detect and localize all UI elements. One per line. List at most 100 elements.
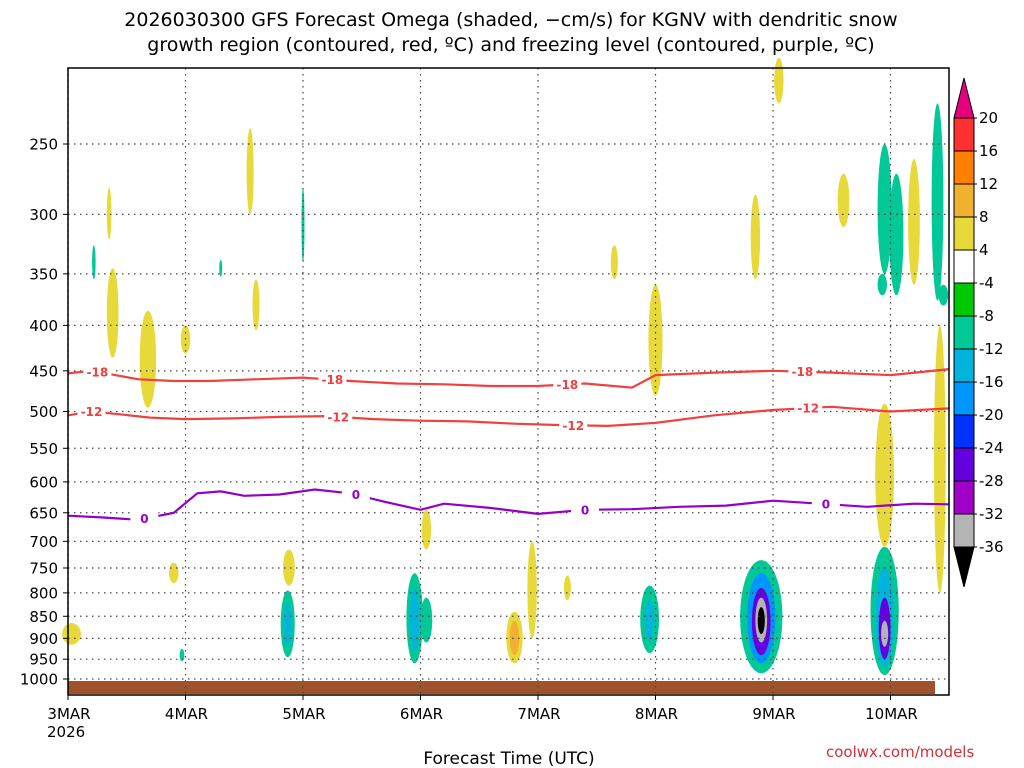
- colorbar-top-arrow: [953, 77, 975, 119]
- contour-label-1-3: -12: [797, 402, 819, 416]
- omega-patch-3: [106, 187, 112, 240]
- y-tick-450: 450: [29, 362, 58, 380]
- omega-patch-42: [908, 159, 920, 285]
- omega-patch-21: [527, 541, 537, 639]
- omega-patch-33: [757, 607, 765, 635]
- omega-patch-13: [284, 602, 292, 647]
- y-tick-950: 950: [29, 651, 58, 669]
- contour-label-0-3: -18: [792, 365, 814, 379]
- omega-patch-17: [420, 597, 433, 643]
- colorbar-label-10: -24: [979, 439, 1004, 457]
- omega-patch-4: [92, 245, 96, 280]
- omega-patch-24: [644, 600, 655, 641]
- contour-label-0-2: -18: [557, 378, 579, 392]
- title-line-2: growth region (contoured, red, ºC) and f…: [147, 34, 874, 56]
- contour-label-bg-1-3: [794, 401, 823, 416]
- contour-label-1-1: -12: [327, 410, 349, 424]
- colorbar-seg-13: [953, 513, 975, 548]
- omega-patch-6: [219, 259, 223, 277]
- y-axis: 250 300 350 400 450 500 550 600 650 700 750 800 850 9…: [20, 136, 68, 689]
- x-tick-3: 6MAR: [400, 705, 443, 723]
- contour-label-bg-0-3: [788, 364, 817, 379]
- colorbar-label-13: -36: [979, 538, 1004, 556]
- colorbar-seg-11: [953, 447, 975, 482]
- y-tick-550: 550: [29, 440, 58, 458]
- colorbar-seg-4: [953, 216, 975, 251]
- omega-patch-7: [169, 562, 179, 584]
- omega-patch-22: [563, 575, 571, 601]
- colorbar-bottom-arrow: [953, 546, 975, 588]
- colorbar-seg-7: [953, 315, 975, 350]
- omega-patch-45: [933, 325, 946, 593]
- y-tick-850: 850: [29, 608, 58, 626]
- colorbar-label-2: 12: [979, 175, 998, 193]
- omega-patch-41: [889, 173, 904, 296]
- y-tick-650: 650: [29, 504, 58, 522]
- colorbar-seg-2: [953, 150, 975, 185]
- y-tick-300: 300: [29, 206, 58, 224]
- contour-label-bg-2-3: [811, 497, 840, 512]
- colorbar-label-1: 16: [979, 142, 998, 160]
- omega-patch-8: [179, 648, 185, 662]
- x-tick-1: 4MAR: [165, 705, 208, 723]
- omega-patch-40: [877, 144, 892, 274]
- colorbar-label-11: -28: [979, 472, 1004, 490]
- y-tick-350: 350: [29, 265, 58, 283]
- contour-label-bg-1-0: [77, 404, 106, 419]
- colorbar-label-12: -32: [979, 505, 1004, 523]
- colorbar-seg-3: [953, 183, 975, 218]
- colorbar-seg-10: [953, 414, 975, 449]
- contour-label-0-0: -18: [87, 365, 109, 379]
- omega-patch-43: [877, 273, 887, 296]
- x-tick-6: 9MAR: [752, 705, 795, 723]
- contour-line-0: [67, 368, 950, 389]
- plot-frame: [67, 67, 950, 696]
- y-tick-1000: 1000: [20, 671, 58, 689]
- credit: coolwx.com/models: [826, 743, 974, 761]
- colorbar: 20 16 12 8 4 -4 -8 -12 -16 -20 -24 -28 -32 -36: [953, 77, 1004, 588]
- contour-label-2-2: 0: [581, 503, 589, 517]
- y-tick-700: 700: [29, 533, 58, 551]
- colorbar-label-6: -8: [979, 307, 994, 325]
- omega-patch-16: [409, 588, 420, 651]
- omega-patch-0: [62, 623, 81, 645]
- omega-patch-9: [246, 128, 254, 215]
- omega-patch-11: [283, 549, 295, 586]
- x-tick-7: 10MAR: [865, 705, 918, 723]
- omega-patch-1: [106, 268, 119, 358]
- omega-patch-18: [421, 509, 432, 550]
- y-tick-600: 600: [29, 473, 58, 491]
- x-tick-5: 8MAR: [635, 705, 678, 723]
- x-tick-2: 5MAR: [282, 705, 325, 723]
- x-tick-4: 7MAR: [517, 705, 560, 723]
- contour-label-bg-2-2: [571, 502, 599, 517]
- contour-line-1: [67, 405, 950, 428]
- contour-label-bg-0-0: [83, 364, 112, 379]
- omega-patch-25: [648, 284, 663, 396]
- colorbar-label-4: 4: [979, 241, 989, 259]
- y-tick-250: 250: [29, 136, 58, 154]
- y-tick-400: 400: [29, 317, 58, 335]
- ground-strip: [68, 681, 935, 694]
- contour-label-2-0: 0: [140, 512, 148, 526]
- ground-fill: [68, 681, 935, 694]
- omega-patch-2: [139, 310, 157, 408]
- omega-patch-26: [610, 245, 618, 280]
- colorbar-seg-5: [953, 249, 975, 284]
- contour-label-2-3: 0: [822, 498, 830, 512]
- contour-label-bg-1-1: [324, 409, 353, 424]
- contour-label-bg-2-0: [130, 511, 159, 526]
- omega-patch-34: [837, 173, 850, 228]
- contour-label-bg-1-2: [559, 418, 588, 433]
- omega-patch-28: [774, 57, 784, 104]
- omega-patch-27: [750, 194, 761, 280]
- omega-patch-46: [938, 284, 949, 306]
- x-axis-label: Forecast Time (UTC): [423, 749, 594, 768]
- y-tick-500: 500: [29, 403, 58, 421]
- colorbar-label-0: 20: [979, 109, 998, 127]
- colorbar-seg-1: [953, 117, 975, 152]
- omega-patch-44: [931, 103, 944, 301]
- contour-label-bg-0-1: [318, 372, 347, 387]
- colorbar-label-5: -4: [979, 274, 994, 292]
